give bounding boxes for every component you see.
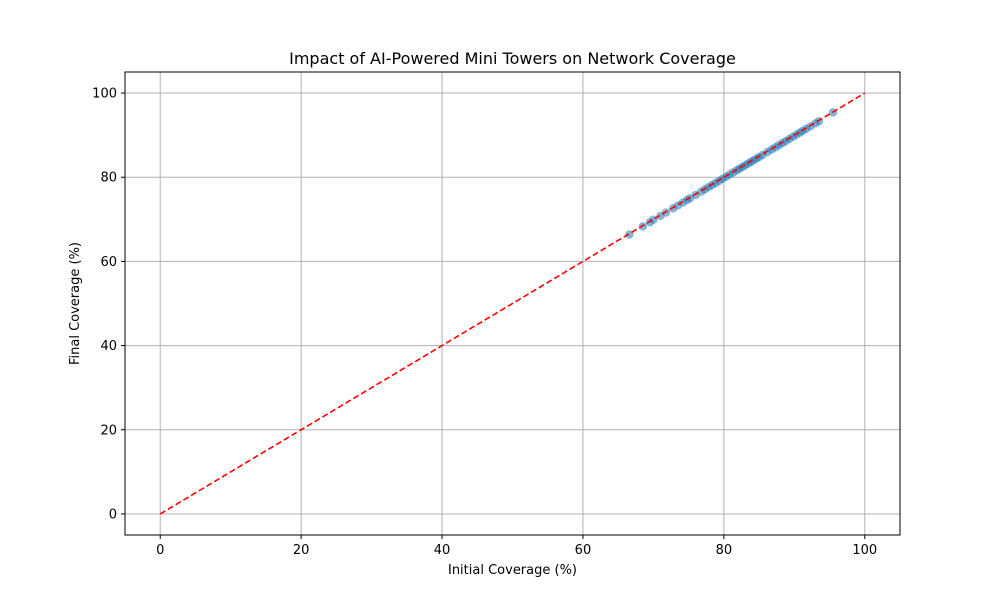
reference-line-group	[159, 92, 866, 515]
x-tick-label: 40	[434, 543, 451, 558]
y-tick-label: 100	[92, 87, 117, 102]
reference-line	[159, 92, 866, 515]
x-axis-label: Initial Coverage (%)	[448, 563, 577, 578]
y-tick-label: 20	[100, 423, 117, 438]
y-tick-label: 0	[109, 507, 117, 522]
y-tick-label: 60	[100, 255, 117, 270]
plot-area-frame	[124, 71, 901, 536]
y-tick-label: 40	[100, 339, 117, 354]
y-axis-ticks: 0 20 40 60 80 100	[92, 87, 125, 522]
x-tick-label: 60	[575, 543, 592, 558]
y-tick-label: 80	[100, 171, 117, 186]
x-tick-label: 80	[716, 543, 733, 558]
x-tick-label: 100	[852, 543, 877, 558]
x-axis-ticks: 0 20 40 60 80 100	[156, 535, 877, 558]
chart-title: Impact of AI-Powered Mini Towers on Netw…	[289, 49, 736, 68]
x-tick-label: 20	[293, 543, 310, 558]
grid-lines	[125, 72, 900, 535]
x-tick-label: 0	[156, 543, 164, 558]
y-axis-label: Final Coverage (%)	[68, 242, 83, 365]
